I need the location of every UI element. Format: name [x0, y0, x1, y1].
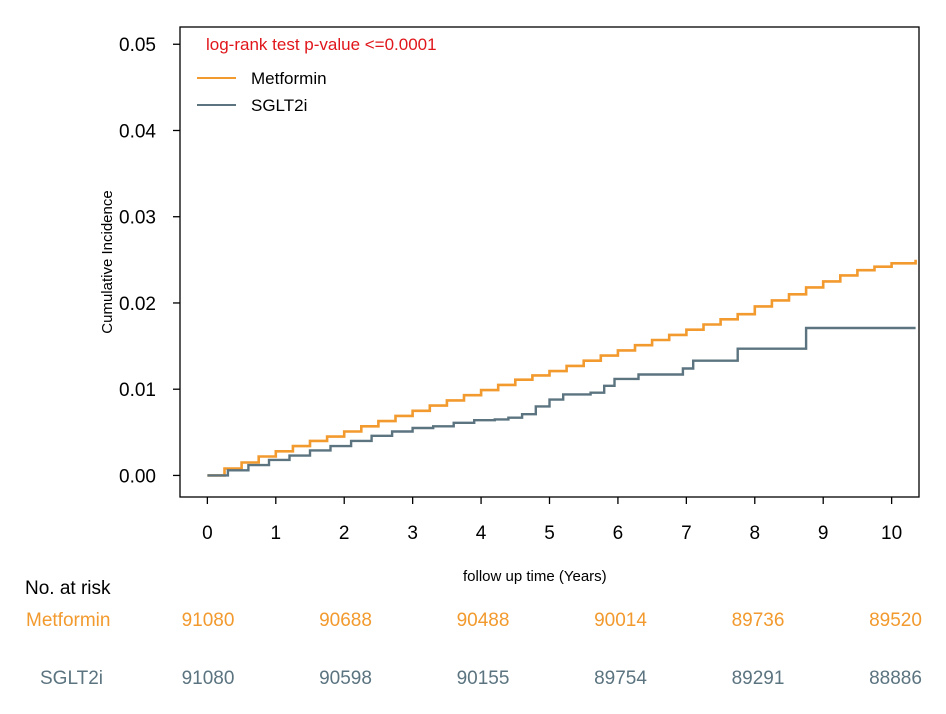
risk-row-label-metformin: Metformin: [26, 610, 111, 631]
logrank-annotation: log-rank test p-value <=0.0001: [206, 35, 437, 54]
risk-count: 90488: [456, 610, 510, 631]
x-tick-label: 4: [476, 523, 487, 544]
x-axis: 0 1 2 3 4 5 6 7 8 9 10: [202, 497, 902, 544]
series-line-metformin: [207, 259, 917, 477]
x-tick-label: 9: [818, 523, 829, 544]
x-tick-label: 7: [681, 523, 692, 544]
risk-count: 90155: [456, 668, 510, 689]
y-tick-label: 0.05: [119, 35, 156, 56]
series-line-sglt2i: [207, 326, 916, 477]
x-tick-label: 2: [339, 523, 350, 544]
x-tick-label: 6: [613, 523, 624, 544]
y-axis-label: Cumulative Incidence: [99, 190, 116, 333]
risk-count: 89754: [594, 668, 647, 689]
series-lines: [207, 259, 917, 477]
y-tick-label: 0.02: [119, 294, 156, 315]
risk-count: 91080: [181, 668, 235, 689]
y-tick-label: 0.00: [119, 466, 156, 487]
risk-count: 89736: [731, 610, 785, 631]
risk-count: 88886: [869, 668, 922, 689]
x-tick-label: 3: [407, 523, 418, 544]
x-axis-label: follow up time (Years): [463, 568, 607, 585]
x-tick-label: 8: [749, 523, 760, 544]
risk-count: 91080: [181, 610, 235, 631]
risk-count: 89291: [731, 668, 785, 689]
risk-row-label-sglt2i: SGLT2i: [40, 668, 104, 689]
x-tick-label: 10: [881, 523, 902, 544]
risk-count: 90014: [594, 610, 647, 631]
legend-label-sglt2i: SGLT2i: [251, 96, 307, 115]
legend: Metformin SGLT2i: [197, 69, 327, 115]
y-tick-label: 0.04: [119, 121, 156, 142]
y-axis: 0.00 0.01 0.02 0.03 0.04 0.05: [119, 35, 180, 487]
risk-count: 90688: [319, 610, 372, 631]
legend-label-metformin: Metformin: [251, 69, 327, 88]
y-tick-label: 0.01: [119, 380, 156, 401]
risk-count: 90598: [319, 668, 372, 689]
risk-count: 89520: [869, 610, 922, 631]
risk-table-title: No. at risk: [25, 578, 111, 599]
x-tick-label: 5: [544, 523, 555, 544]
x-tick-label: 1: [271, 523, 282, 544]
y-tick-label: 0.03: [119, 208, 156, 229]
x-tick-label: 0: [202, 523, 213, 544]
